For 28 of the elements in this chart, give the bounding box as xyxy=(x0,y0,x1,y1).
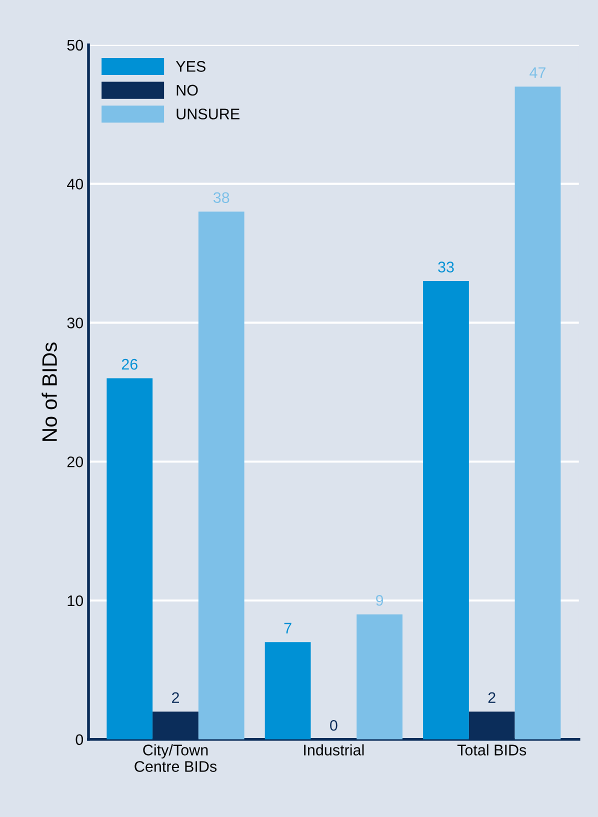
bar xyxy=(514,86,561,740)
legend-label: UNSURE xyxy=(176,108,240,120)
y-tick-label: 20 xyxy=(67,456,84,468)
data-label: 47 xyxy=(530,67,546,78)
y-tick-label: 50 xyxy=(67,40,84,51)
data-label: 9 xyxy=(376,594,384,606)
bar xyxy=(198,212,244,740)
data-label: 26 xyxy=(122,358,138,370)
x-tick-label: City/Town Centre BIDs xyxy=(134,744,217,772)
bar xyxy=(423,281,469,740)
data-label: 7 xyxy=(284,622,292,634)
data-label: 33 xyxy=(438,262,454,272)
data-label: 0 xyxy=(330,720,338,731)
y-tick-label: 0 xyxy=(76,734,84,746)
legend-label: NO xyxy=(176,84,198,96)
y-axis-title: No of BIDs xyxy=(42,342,57,441)
y-tick-label: 30 xyxy=(67,318,84,328)
x-tick-label: Total BIDs xyxy=(457,744,526,756)
bar xyxy=(106,378,153,740)
y-tick-label: 40 xyxy=(67,178,84,190)
bar xyxy=(356,614,402,740)
legend-label: YES xyxy=(176,61,206,72)
data-label: 2 xyxy=(172,692,179,703)
data-label: 2 xyxy=(488,692,496,703)
x-tick-label: Industrial xyxy=(304,744,364,756)
bar xyxy=(264,642,311,740)
data-label: 38 xyxy=(213,192,230,204)
y-tick-label: 10 xyxy=(68,595,84,606)
